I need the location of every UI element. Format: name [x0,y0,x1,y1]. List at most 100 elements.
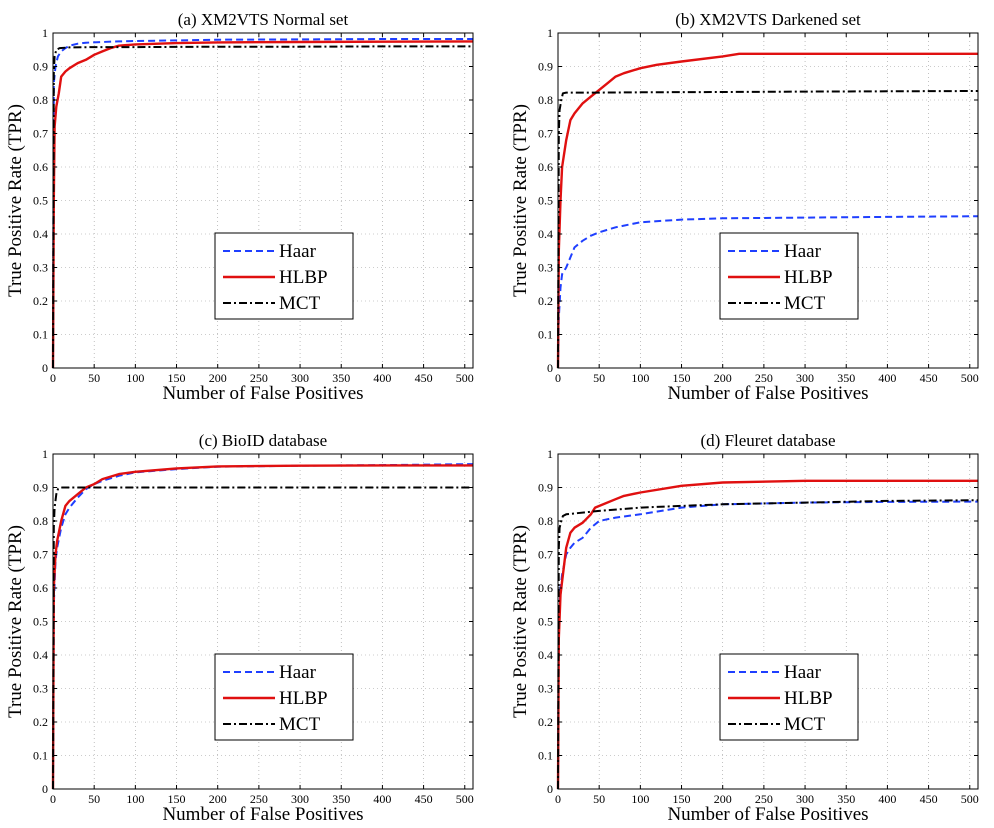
y-tick-label: 0.3 [538,682,553,696]
y-tick-label: 0.4 [33,227,48,241]
panel-4: 0 50 100 150 200 250 300 350 400 450 500 0 0.1 0.2 0.3… [510,431,979,825]
legend-label-mct: MCT [784,714,826,735]
x-tick-label: 250 [755,792,773,806]
x-tick-label: 400 [373,371,391,385]
y-axis-label: True Positive Rate (TPR) [510,525,531,718]
x-tick-label: 200 [714,371,732,385]
y-tick-label: 0.9 [538,481,553,495]
x-tick-label: 200 [209,792,227,806]
x-tick-label: 150 [168,371,186,385]
legend-label-mct: MCT [279,714,321,735]
y-tick-label: 0.3 [538,261,553,275]
y-tick-label: 0 [42,782,48,796]
y-tick-label: 0.8 [538,514,553,528]
legend-label-mct: MCT [784,293,826,314]
legend-label-haar: Haar [784,241,822,262]
legend-label-haar: Haar [784,662,822,683]
y-tick-label: 0.6 [538,581,553,595]
series-line-hlbp [51,464,473,790]
y-tick-label: 0.1 [538,749,553,763]
y-tick-label: 0.5 [33,615,48,629]
y-tick-label: 0 [547,361,553,375]
x-tick-label: 350 [332,371,350,385]
x-tick-label: 0 [50,371,56,385]
x-tick-label: 500 [456,371,474,385]
x-tick-label: 400 [878,792,896,806]
legend-label-mct: MCT [279,293,321,314]
y-tick-label: 0.5 [538,194,553,208]
y-tick-label: 0.4 [538,227,553,241]
legend-label-haar: Haar [279,662,317,683]
x-tick-label: 200 [209,371,227,385]
x-tick-label: 300 [796,371,814,385]
x-tick-label: 50 [593,792,605,806]
legend-label-hlbp: HLBP [784,688,833,709]
y-tick-label: 1 [42,447,48,461]
y-tick-label: 0.2 [33,294,48,308]
y-tick-label: 0.6 [538,160,553,174]
y-tick-label: 0.1 [33,328,48,342]
x-tick-label: 450 [920,371,938,385]
x-tick-label: 300 [291,792,309,806]
y-tick-label: 0.7 [33,548,48,562]
legend-label-hlbp: HLBP [279,688,328,709]
y-tick-label: 0.5 [33,194,48,208]
panel-title: (d) Fleuret database [701,431,836,450]
x-tick-label: 500 [961,792,979,806]
x-tick-label: 250 [250,371,268,385]
y-axis-label: True Positive Rate (TPR) [510,104,531,297]
y-tick-label: 0.4 [33,648,48,662]
y-tick-label: 0.3 [33,261,48,275]
x-axis-label: Number of False Positives [667,804,868,823]
y-tick-label: 0.2 [538,715,553,729]
x-tick-label: 0 [555,371,561,385]
series-line-hlbp [556,52,978,369]
y-tick-label: 0.1 [33,749,48,763]
panel-3: 0 50 100 150 200 250 300 350 400 450 500 0 0.1 0.2 0.3… [5,431,474,825]
legend-label-haar: Haar [279,241,317,262]
legend: Haar HLBP MCT [719,653,859,741]
x-tick-label: 300 [291,371,309,385]
series-line-mct [52,486,473,790]
series-line-haar [52,38,473,369]
series-line-haar [557,215,979,369]
y-tick-label: 0 [547,782,553,796]
x-tick-label: 100 [126,371,144,385]
x-tick-label: 250 [755,371,773,385]
x-axis-label: Number of False Positives [667,383,868,404]
y-tick-label: 0.7 [538,127,553,141]
series-line-hlbp [556,479,978,790]
x-tick-label: 0 [555,792,561,806]
x-tick-label: 150 [673,371,691,385]
panel-title: (a) XM2VTS Normal set [178,10,349,29]
x-tick-label: 50 [88,792,100,806]
y-tick-label: 0.6 [33,160,48,174]
y-tick-label: 0.9 [33,481,48,495]
series-line-mct [52,45,473,369]
y-tick-label: 0.6 [33,581,48,595]
y-tick-label: 0.2 [538,294,553,308]
y-tick-label: 0.4 [538,648,553,662]
y-tick-label: 1 [547,26,553,40]
y-tick-label: 0.5 [538,615,553,629]
series-line-mct [557,499,979,790]
x-tick-label: 50 [593,371,605,385]
y-tick-label: 0.7 [538,548,553,562]
x-tick-label: 450 [415,792,433,806]
x-tick-label: 100 [631,371,649,385]
x-tick-label: 350 [332,792,350,806]
x-axis-label: Number of False Positives [162,383,363,404]
y-tick-label: 0.7 [33,127,48,141]
x-tick-label: 300 [796,792,814,806]
x-tick-label: 400 [373,792,391,806]
x-tick-label: 500 [456,792,474,806]
legend: Haar HLBP MCT [214,653,354,741]
y-tick-label: 0.8 [538,93,553,107]
series-line-hlbp [51,40,474,369]
y-tick-label: 0 [42,361,48,375]
y-tick-label: 0.8 [33,514,48,528]
x-tick-label: 100 [631,792,649,806]
y-tick-label: 1 [42,26,48,40]
x-tick-label: 200 [714,792,732,806]
x-tick-label: 450 [415,371,433,385]
